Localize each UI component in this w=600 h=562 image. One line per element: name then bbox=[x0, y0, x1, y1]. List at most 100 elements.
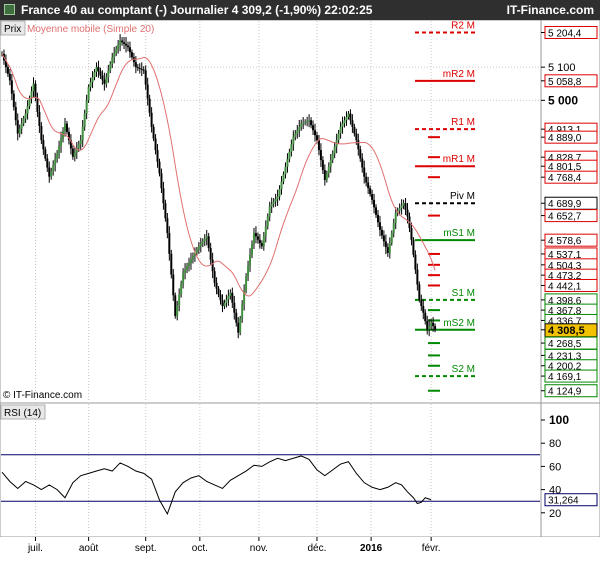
pivot-label: mS1 M bbox=[443, 228, 475, 239]
candle-body bbox=[79, 140, 82, 145]
candle-body bbox=[256, 236, 259, 240]
candle-body bbox=[394, 213, 397, 224]
candle-body bbox=[22, 118, 25, 124]
candles bbox=[1, 34, 437, 339]
candle-body bbox=[12, 93, 15, 107]
rsi-y-tick-label: 80 bbox=[549, 438, 561, 450]
chart-svg[interactable]: R2 M mR2 M R1 M mR1 M Piv M mS1 M S1 M mS2 M S2 … bbox=[0, 19, 600, 557]
candle-body bbox=[75, 148, 78, 153]
candle-body bbox=[272, 201, 275, 205]
candle-body bbox=[178, 294, 181, 306]
level-label-box bbox=[544, 25, 598, 39]
candle-body bbox=[87, 87, 90, 101]
candle-body bbox=[380, 229, 383, 236]
candle-body bbox=[390, 233, 393, 244]
candle-body bbox=[199, 243, 202, 247]
candle-body bbox=[130, 52, 133, 58]
candle-body bbox=[162, 188, 165, 204]
candle-body bbox=[182, 272, 185, 284]
candle-body bbox=[327, 166, 330, 174]
level-label: 4 689,9 bbox=[548, 199, 582, 210]
candle-body bbox=[235, 312, 238, 323]
candle-body bbox=[172, 274, 175, 296]
chart-title: France 40 au comptant (-) Journalier 4 3… bbox=[21, 3, 373, 17]
candle-body bbox=[376, 214, 379, 223]
level-label: 4 504,3 bbox=[548, 261, 582, 272]
level-label: 4 537,1 bbox=[548, 250, 582, 261]
candle-body bbox=[430, 322, 433, 326]
candle-body bbox=[325, 173, 328, 180]
candle-body bbox=[65, 123, 68, 132]
level-label-box bbox=[544, 74, 598, 88]
candle-body bbox=[209, 248, 212, 260]
candle-body bbox=[30, 91, 33, 99]
candle-body bbox=[119, 40, 122, 45]
pivot-label: mS2 M bbox=[443, 318, 475, 329]
candle-body bbox=[341, 123, 344, 127]
level-label-box bbox=[544, 233, 598, 247]
candle-body bbox=[264, 226, 267, 237]
level-label: 4 801,5 bbox=[548, 162, 582, 173]
candle-body bbox=[386, 247, 389, 253]
candle-body bbox=[28, 98, 31, 107]
rsi-y-tick-label: 20 bbox=[549, 508, 561, 520]
candle-body bbox=[42, 140, 45, 150]
candle-body bbox=[150, 112, 153, 127]
candle-body bbox=[38, 111, 41, 127]
candle-body bbox=[81, 126, 84, 141]
candle-body bbox=[158, 161, 161, 174]
candle-body bbox=[308, 120, 311, 122]
candle-body bbox=[69, 140, 72, 149]
candle-body bbox=[227, 296, 230, 300]
candle-body bbox=[221, 300, 224, 307]
candle-body bbox=[315, 135, 318, 141]
candle-body bbox=[292, 136, 295, 145]
candle-body bbox=[270, 204, 273, 207]
candle-body bbox=[95, 67, 98, 73]
level-label: 4 473,2 bbox=[548, 271, 582, 282]
candle-body bbox=[197, 246, 200, 250]
candle-body bbox=[274, 199, 277, 202]
level-label-box bbox=[544, 130, 598, 144]
candle-body bbox=[276, 196, 279, 200]
candle-body bbox=[111, 57, 114, 64]
candle-body bbox=[333, 146, 336, 154]
candle-body bbox=[375, 207, 378, 215]
candle-body bbox=[54, 159, 57, 166]
candle-body bbox=[115, 48, 118, 54]
candle-body bbox=[357, 140, 360, 150]
candle-body bbox=[14, 106, 17, 121]
candle-body bbox=[24, 113, 27, 119]
candle-body bbox=[252, 233, 255, 244]
candle-body bbox=[207, 236, 210, 249]
candle-body bbox=[109, 63, 112, 71]
candle-body bbox=[378, 222, 381, 230]
candle-body bbox=[424, 312, 427, 322]
current-price-label: 4 308,5 bbox=[548, 325, 585, 337]
candle-body bbox=[121, 40, 124, 43]
candle-body bbox=[186, 266, 189, 270]
candle-body bbox=[337, 133, 340, 141]
candle-body bbox=[85, 100, 88, 114]
candle-body bbox=[48, 167, 51, 177]
rsi-last-value: 31,264 bbox=[548, 496, 579, 507]
candle-body bbox=[414, 254, 417, 270]
candle-body bbox=[339, 126, 342, 134]
candle-body bbox=[363, 167, 366, 177]
candle-body bbox=[166, 218, 169, 234]
pivot-label: S2 M bbox=[452, 364, 475, 375]
level-label: 4 124,9 bbox=[548, 387, 582, 398]
copyright: © IT-Finance.com bbox=[3, 390, 82, 401]
x-tick-label: août bbox=[79, 543, 99, 554]
candle-body bbox=[103, 79, 106, 84]
x-axis-ticks: juil. août sept. oct. nov. déc. 2016 févr. bbox=[27, 537, 441, 554]
candle-body bbox=[223, 302, 226, 307]
candle-body bbox=[329, 160, 332, 167]
candle-body bbox=[123, 42, 126, 44]
candle-body bbox=[8, 73, 11, 81]
candle-body bbox=[50, 170, 53, 177]
candle-body bbox=[18, 128, 21, 134]
level-label-box bbox=[544, 384, 598, 398]
ma-legend: Moyenne mobile (Simple 20) bbox=[27, 24, 154, 35]
